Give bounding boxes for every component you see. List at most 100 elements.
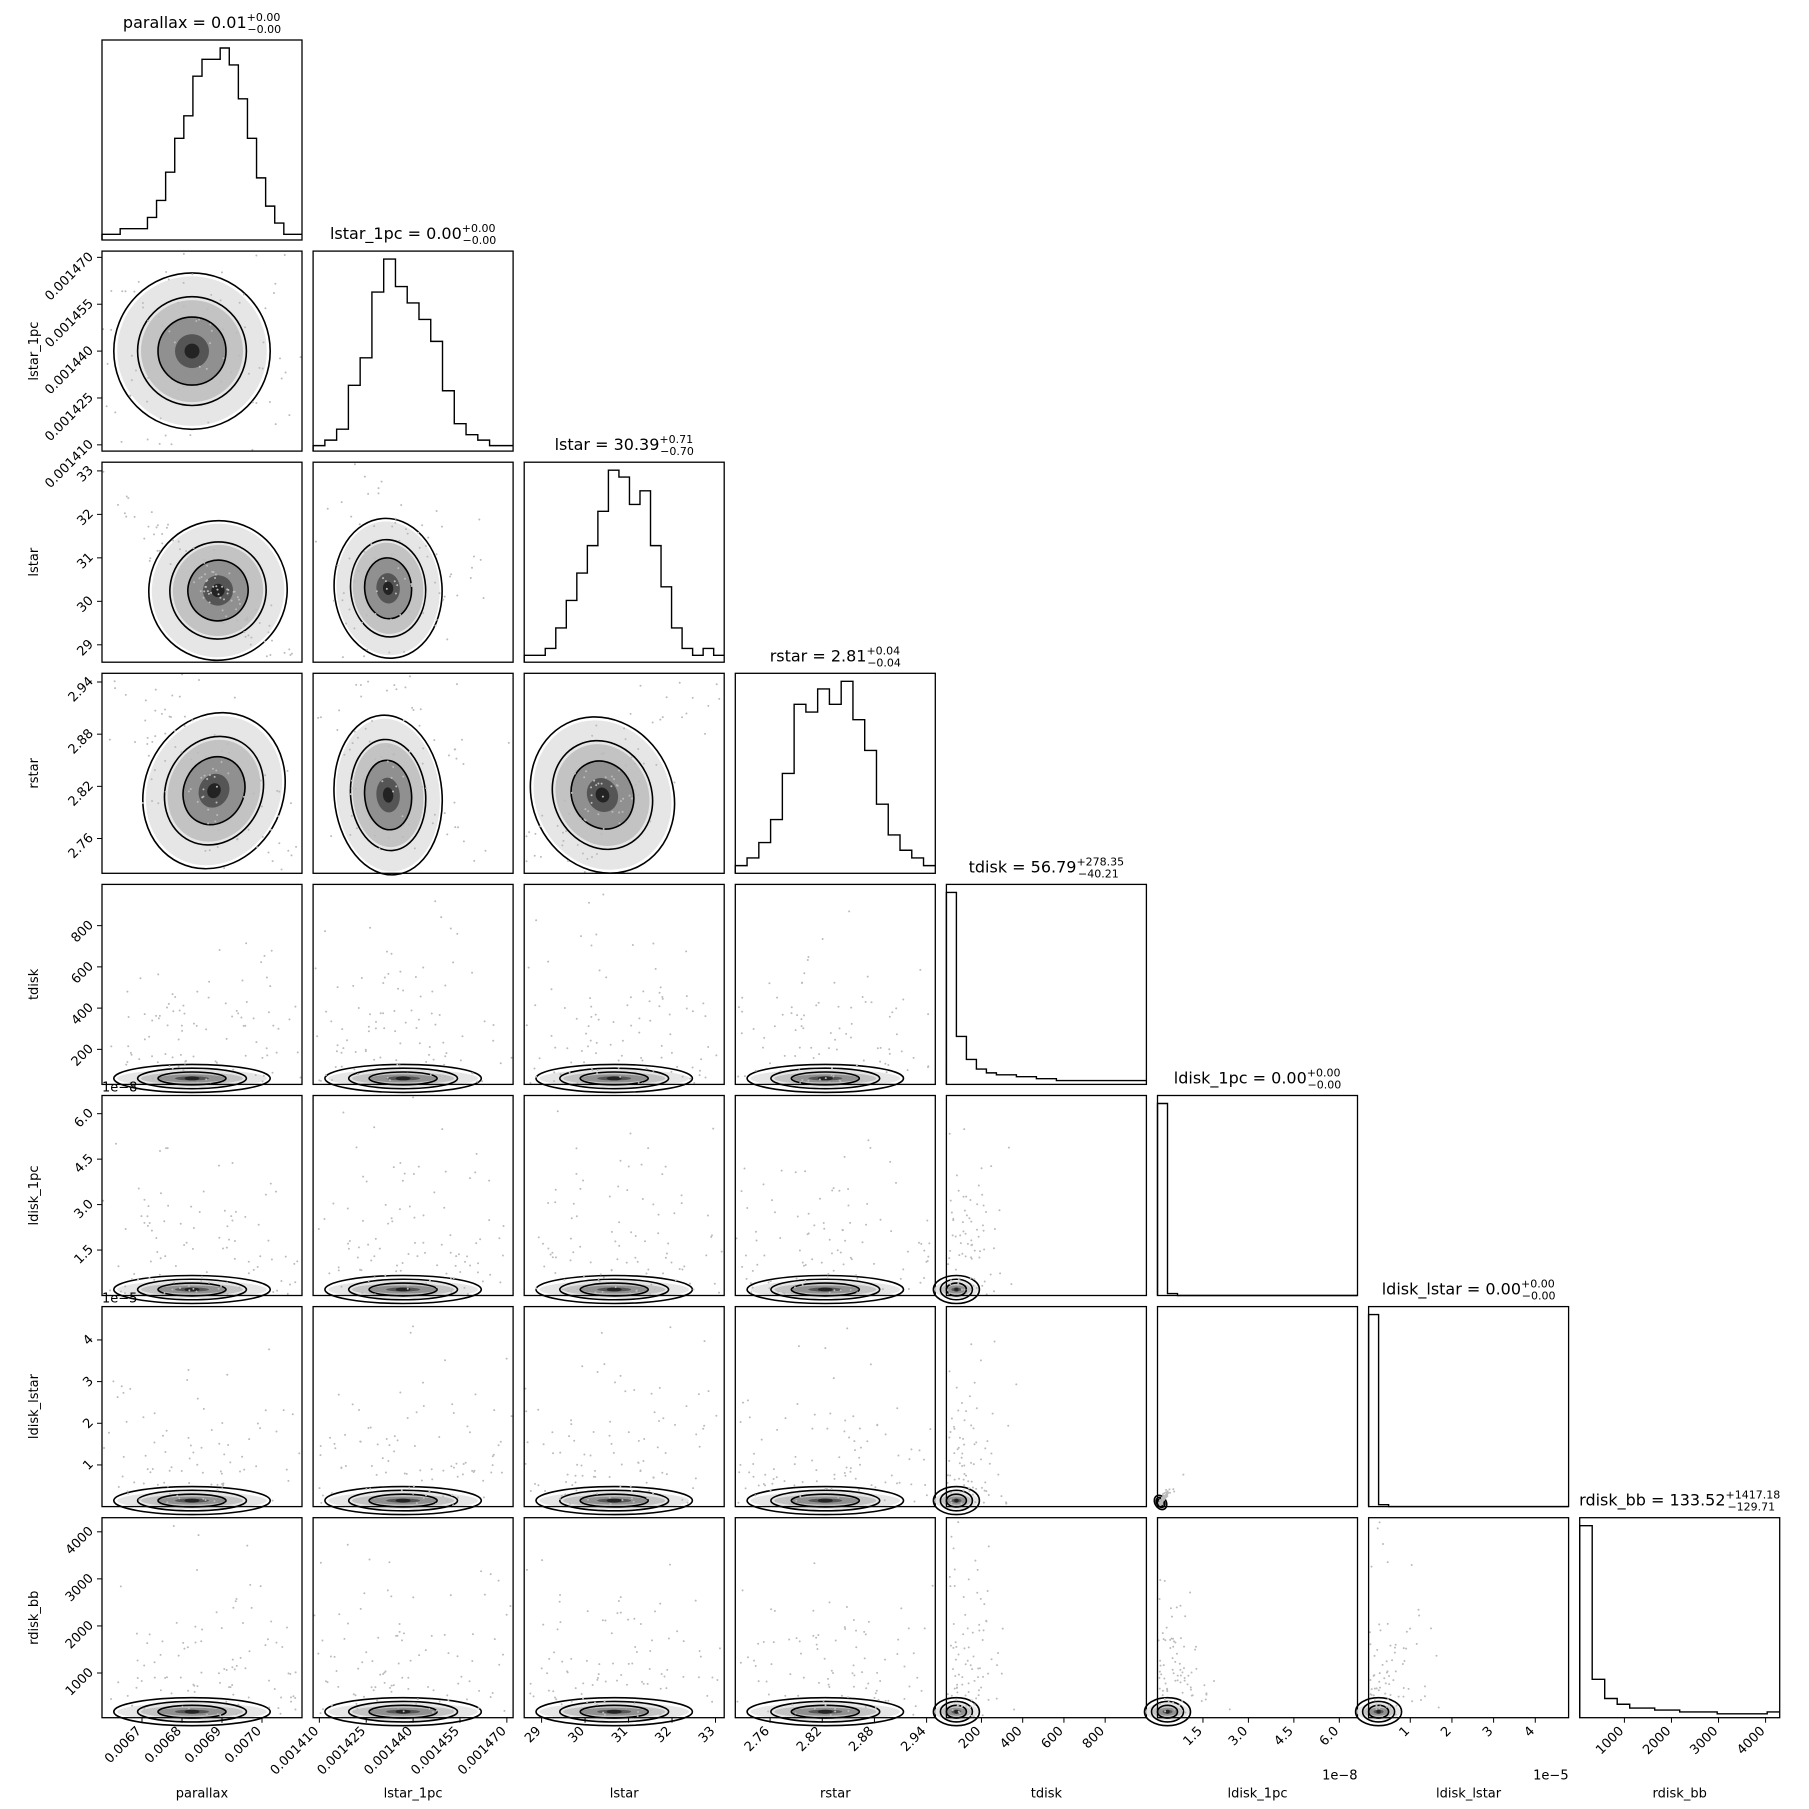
y-offset-label: 1e−5 — [102, 1292, 137, 1307]
scatter-point — [452, 1277, 455, 1280]
scatter-point — [539, 825, 542, 828]
scatter-point — [680, 1202, 683, 1205]
panel-ldisk_lstar-vs-ldisk_1pc — [1153, 1305, 1359, 1511]
scatter-point — [228, 1238, 231, 1241]
scatter-point — [961, 1452, 964, 1455]
scatter-point — [296, 1260, 299, 1263]
scatter-point — [976, 1203, 979, 1206]
scatter-point — [1213, 1679, 1216, 1682]
scatter-point — [133, 290, 136, 293]
scatter-point — [924, 1483, 927, 1486]
scatter-point — [161, 324, 164, 327]
scatter-point — [442, 1041, 445, 1044]
y-tick-label: 2 — [80, 1415, 96, 1431]
scatter-point — [631, 1662, 634, 1665]
panel-frame — [1579, 1517, 1781, 1719]
scatter-point — [223, 598, 226, 601]
scatter-point — [166, 1147, 169, 1150]
scatter-point — [271, 1071, 274, 1074]
scatter-point — [261, 367, 264, 370]
scatter-point — [977, 1667, 980, 1670]
scatter-point — [1373, 1654, 1376, 1657]
panel-ldisk_1pc-vs-ldisk_1pc: ldisk_1pc = 0.00+0.00 −0.00 — [1156, 1067, 1359, 1297]
scatter-point — [383, 976, 386, 979]
scatter-point — [150, 1229, 153, 1232]
scatter-point — [646, 1682, 649, 1685]
y-tick-label: 0.001470 — [42, 250, 96, 304]
scatter-point — [637, 1081, 640, 1084]
density-contour — [324, 1485, 483, 1516]
scatter-point — [801, 1261, 804, 1264]
scatter-point — [954, 1658, 957, 1661]
scatter-point — [532, 1695, 535, 1698]
scatter-point — [236, 838, 239, 841]
scatter-point — [962, 1230, 965, 1233]
scatter-point — [263, 640, 266, 643]
scatter-point — [245, 1001, 248, 1004]
scatter-point — [115, 1142, 118, 1145]
scatter-point — [827, 1272, 830, 1275]
scatter-point — [337, 1685, 340, 1688]
density-contour — [113, 1696, 271, 1727]
scatter-point — [900, 1607, 903, 1610]
density-contour — [558, 1700, 670, 1723]
scatter-point — [826, 1275, 829, 1278]
scatter-point — [957, 1189, 960, 1192]
scatter-point — [117, 1265, 120, 1268]
scatter-point — [1377, 1689, 1380, 1692]
x-tick-label: 6.0 — [1317, 1724, 1342, 1749]
scatter-point — [957, 1673, 960, 1676]
scatter-point — [174, 995, 177, 998]
scatter-point — [1397, 1695, 1400, 1698]
scatter-point — [258, 366, 261, 369]
scatter-point — [1402, 1647, 1405, 1650]
scatter-point — [597, 1018, 600, 1021]
scatter-point — [1392, 1679, 1395, 1682]
scatter-point — [196, 1463, 199, 1466]
scatter-point — [544, 1489, 547, 1492]
scatter-point — [158, 549, 161, 552]
scatter-point — [891, 1011, 894, 1014]
scatter-point — [741, 1589, 744, 1592]
scatter-point — [856, 1277, 859, 1280]
density-contour — [1361, 1700, 1396, 1723]
scatter-point — [444, 984, 447, 987]
scatter-point — [861, 1241, 864, 1244]
scatter-point — [710, 1234, 713, 1237]
scatter-point — [980, 1167, 983, 1170]
scatter-point — [1171, 1657, 1174, 1660]
scatter-point — [386, 1076, 389, 1079]
scatter-point — [525, 1568, 528, 1571]
scatter-point — [851, 1672, 854, 1675]
density-contour — [182, 755, 246, 826]
scatter-point — [390, 776, 393, 779]
scatter-point — [853, 1449, 856, 1452]
scatter-point — [563, 1006, 566, 1009]
scatter-point — [741, 1010, 744, 1013]
scatter-point — [431, 990, 434, 993]
panel-frame — [312, 1094, 514, 1297]
scatter-point — [444, 1170, 447, 1173]
scatter-point — [619, 1611, 622, 1614]
scatter-point — [421, 785, 424, 788]
scatter-point — [1405, 1647, 1408, 1650]
scatter-point — [1370, 1688, 1373, 1691]
scatter-point — [170, 1692, 173, 1695]
scatter-point — [429, 1073, 432, 1076]
scatter-point — [662, 1417, 665, 1420]
scatter-point — [206, 777, 209, 780]
scatter-point — [343, 753, 346, 756]
scatter-point — [164, 790, 167, 793]
scatter-point — [948, 1370, 951, 1373]
scatter-point — [1179, 1604, 1182, 1607]
scatter-point — [1163, 1492, 1166, 1495]
scatter-point — [264, 774, 267, 777]
scatter-point — [205, 1028, 208, 1031]
scatter-point — [499, 1062, 502, 1065]
scatter-point — [657, 1232, 660, 1235]
scatter-point — [959, 1234, 962, 1237]
scatter-point — [691, 1010, 694, 1013]
scatter-point — [1174, 1660, 1177, 1663]
scatter-point — [981, 1284, 984, 1287]
scatter-point — [367, 1427, 370, 1430]
